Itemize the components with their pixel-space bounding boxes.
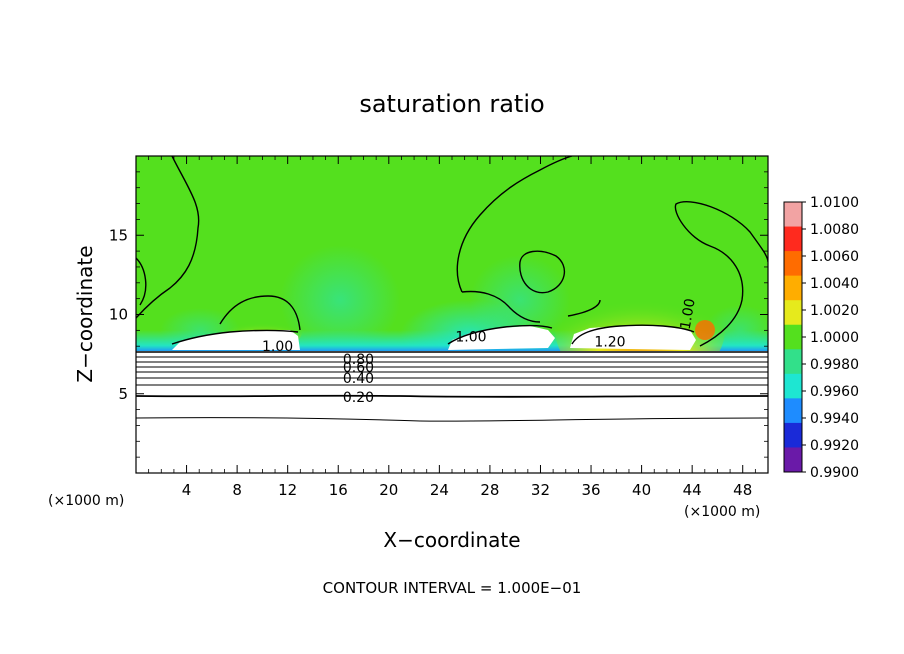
- x-tick-label: 40: [632, 481, 651, 499]
- colorbar-band: [784, 251, 802, 277]
- colorbar-band: [784, 398, 802, 424]
- y-axis-label: Z−coordinate: [73, 245, 97, 382]
- x-tick-label: 44: [683, 481, 702, 499]
- x-tick-label: 20: [379, 481, 398, 499]
- colorbar-band: [784, 422, 802, 448]
- colorbar-band: [784, 202, 802, 228]
- contour-label-layer: 1.00 1.00 1.20 1.00 0.800.600.40 0.20: [262, 297, 699, 406]
- dry-layer: [136, 351, 768, 473]
- x-axis-label: X−coordinate: [383, 528, 520, 552]
- x-tick-label: 24: [430, 481, 449, 499]
- x-tick-label: 4: [182, 481, 192, 499]
- y-tick-label: 15: [109, 226, 128, 244]
- colorbar-band: [784, 275, 802, 301]
- contour-label: 1.00: [678, 297, 699, 330]
- colorbar-tick-label: 0.9940: [810, 411, 859, 427]
- x-tick-label: 36: [581, 481, 600, 499]
- x-tick-label: 8: [232, 481, 242, 499]
- colorbar-band: [784, 349, 802, 375]
- contour-label: 1.00: [455, 330, 486, 346]
- cloud-3: [570, 326, 696, 350]
- y-tick-label: 10: [109, 306, 128, 324]
- layer-contours: [136, 351, 768, 422]
- colorbar-band: [784, 373, 802, 399]
- contour-label: 0.80: [343, 352, 374, 368]
- colorbar-tick-label: 1.0080: [810, 222, 859, 238]
- colorbar-tick-label: 1.0100: [810, 195, 859, 211]
- colorbar-tick-label: 0.9920: [810, 438, 859, 454]
- moist-patch: [470, 255, 570, 345]
- y-tick-label: 5: [118, 385, 128, 403]
- contour-label: 0.60: [343, 360, 374, 376]
- footer-contour-interval: CONTOUR INTERVAL = 1.000E−01: [323, 579, 582, 597]
- colorbar-tick-label: 1.0060: [810, 249, 859, 265]
- colorbar-band: [784, 300, 802, 326]
- x-axis: 4 8 12 16 20 24 28 32 36 40 44 48: [148, 156, 756, 499]
- colorbar-band: [784, 447, 802, 473]
- colorbar-tick-label: 0.9980: [810, 357, 859, 373]
- x-tick-label: 28: [480, 481, 499, 499]
- contour-label: 1.20: [594, 334, 625, 350]
- x-tick-label: 32: [531, 481, 550, 499]
- colorbar-band: [784, 324, 802, 350]
- cloud-2: [448, 326, 555, 350]
- colorbar-tick-label: 1.0040: [810, 276, 859, 292]
- y-axis: 5 10 15: [109, 171, 768, 458]
- chart-title: saturation ratio: [359, 90, 544, 118]
- moist-patch: [280, 245, 400, 355]
- cloud-1: [172, 330, 300, 350]
- x-unit-right: (×1000 m): [684, 504, 760, 520]
- colorbar-tick-label: 1.0020: [810, 303, 859, 319]
- x-tick-label: 16: [329, 481, 348, 499]
- contour-label: 0.40: [343, 371, 374, 387]
- warm-plume: [695, 320, 715, 340]
- x-unit-left: (×1000 m): [48, 493, 124, 509]
- x-tick-label: 48: [733, 481, 752, 499]
- colorbar-band: [784, 226, 802, 252]
- colorbar-tick-label: 0.9960: [810, 384, 859, 400]
- colorbar: 1.0100 1.0080 1.0060 1.0040 1.0020 1.0000 0.99…: [783, 195, 859, 481]
- contour-lines: [136, 156, 768, 347]
- plot-area: 1.00 1.00 1.20 1.00 0.800.600.40 0.20: [136, 156, 768, 473]
- colorbar-tick-label: 0.9900: [810, 465, 859, 481]
- colorbar-tick-label: 1.0000: [810, 330, 859, 346]
- contour-label: 0.20: [343, 390, 374, 406]
- contour-label: 1.00: [262, 339, 293, 355]
- x-tick-label: 12: [278, 481, 297, 499]
